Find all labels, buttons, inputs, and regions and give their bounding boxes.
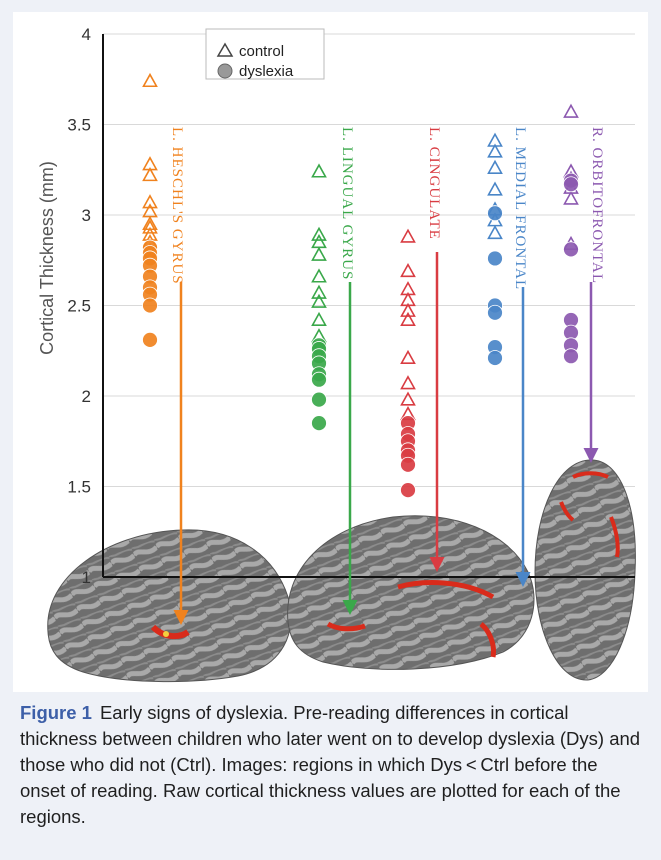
region-label: R. ORBITOFRONTAL [589,127,605,284]
region-label: L. HESCHL'S GYRUS [169,127,185,285]
legend-control-label: control [239,43,284,60]
control-point [563,103,579,118]
control-point [142,194,158,209]
control-point [400,375,416,390]
figure-panel: 1 1.5 2 2.5 3 3.5 4 Cortical Thickness (mm) L.… [13,12,648,692]
dyslexia-point [142,297,158,314]
dyslexia-point [487,350,503,366]
control-point [142,167,158,182]
data-points [142,72,579,499]
control-point [311,163,327,178]
dyslexia-point [400,482,416,499]
dyslexia-point [563,241,579,258]
y-tick-label: 1 [82,568,91,587]
y-tick-label: 4 [82,25,91,44]
caption-text: Early signs of dyslexia. Pre-reading dif… [20,702,641,827]
dyslexia-point [311,391,327,408]
dyslexia-point [487,304,503,321]
control-point [487,159,503,174]
region-label: L. LINGUAL GYRUS [339,127,355,280]
control-point [487,224,503,240]
brain-lateral-image [47,529,292,683]
y-tick-label: 2 [82,387,91,406]
control-point [487,181,503,196]
control-point [487,143,503,158]
dyslexia-point [142,331,158,348]
control-point [311,226,327,241]
dyslexia-point [311,415,327,432]
control-point [311,284,327,299]
y-axis-label: Cortical Thickness (mm) [37,161,57,355]
control-point [400,349,416,364]
brain-ventral-image [534,459,636,681]
region-label: L. MEDIAL FRONTAL [512,127,528,290]
control-point [311,293,327,308]
y-tick-label: 1.5 [67,478,91,497]
dyslexia-point [563,176,579,193]
y-tick-label: 3 [82,206,91,225]
control-point [563,190,579,205]
control-point [311,268,327,283]
control-point [311,311,327,326]
brain-medial-image [287,515,535,670]
control-point [400,262,416,278]
dyslexia-point [487,250,503,267]
control-point [400,228,416,243]
legend: control dyslexia [205,28,325,80]
y-tick-label: 3.5 [67,116,91,135]
region-label: L. CINGULATE [426,127,442,240]
figure-label: Figure 1 [20,702,92,723]
legend-control-triangle [216,42,234,57]
dyslexia-point [487,205,503,222]
control-point [400,391,416,406]
figure-caption: Figure 1 Early signs of dyslexia. Pre-rea… [20,700,644,830]
control-point [400,302,416,317]
gridlines [103,33,635,487]
y-tick-label: 2.5 [67,297,91,316]
dyslexia-point [400,456,416,473]
chart: 1 1.5 2 2.5 3 3.5 4 Cortical Thickness (mm) L.… [37,25,636,683]
legend-dyslexia-label: dyslexia [239,63,294,80]
region-labels: L. HESCHL'S GYRUS L. LINGUAL GYRUS L. CING… [169,127,605,625]
control-point [400,311,416,326]
dyslexia-point [311,371,327,388]
y-tick-labels: 1 1.5 2 2.5 3 3.5 4 [67,25,91,587]
control-point [311,246,327,261]
control-point [142,219,158,234]
control-point [142,72,158,88]
legend-dyslexia-circle [217,63,233,79]
dyslexia-point [563,348,579,365]
